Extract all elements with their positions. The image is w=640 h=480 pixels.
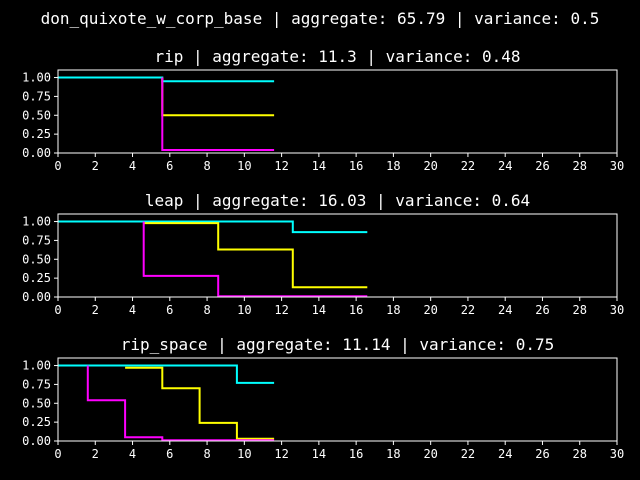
x-tick-label: 14 [312,303,326,317]
x-tick-label: 2 [92,303,99,317]
x-tick-label: 8 [203,447,210,461]
x-tick-label: 14 [312,159,326,173]
chart-panels: rip | aggregate: 11.3 | variance: 0.48 0 2… [22,47,624,461]
x-tick-label: 30 [610,159,624,173]
x-tick-label: 16 [349,447,363,461]
x-tick-label: 22 [461,447,475,461]
x-tick-label: 28 [573,303,587,317]
x-tick-label: 20 [423,159,437,173]
panel-title: leap | aggregate: 16.03 | variance: 0.64 [145,191,530,210]
plot-frame [57,357,618,442]
y-tick-label: 0.25 [22,415,51,429]
panel-3: rip_space | aggregate: 11.14 | variance:… [22,335,624,461]
y-tick-label: 0.50 [22,108,51,122]
x-tick-label: 4 [129,447,136,461]
x-tick-label: 4 [129,159,136,173]
x-tick-label: 18 [386,303,400,317]
x-tick-label: 30 [610,303,624,317]
x-tick-label: 12 [274,447,288,461]
y-tick-label: 1.00 [22,359,51,373]
y-tick-label: 0.75 [22,89,51,103]
x-tick-label: 26 [535,159,549,173]
x-tick-label: 6 [166,447,173,461]
x-tick-label: 20 [423,303,437,317]
x-tick-label: 20 [423,447,437,461]
x-tick-label: 26 [535,447,549,461]
y-tick-label: 0.00 [22,290,51,304]
x-tick-label: 26 [535,303,549,317]
x-tick-label: 0 [54,303,61,317]
x-tick-label: 30 [610,447,624,461]
x-tick-label: 10 [237,447,251,461]
panel-title: rip | aggregate: 11.3 | variance: 0.48 [154,47,520,66]
x-tick-label: 14 [312,447,326,461]
x-tick-label: 10 [237,303,251,317]
y-tick-label: 0.25 [22,127,51,141]
figure-title: don_quixote_w_corp_base | aggregate: 65.… [41,9,600,28]
y-tick-label: 0.50 [22,252,51,266]
x-tick-label: 0 [54,447,61,461]
plot-frame [57,69,618,154]
x-tick-label: 12 [274,159,288,173]
series-line-1 [58,220,368,234]
series-line-3 [142,221,368,298]
panel-title: rip_space | aggregate: 11.14 | variance:… [121,335,554,354]
series-line-3 [86,365,275,442]
x-tick-label: 0 [54,159,61,173]
x-tick-label: 24 [498,303,512,317]
plot-frame [57,213,618,298]
x-tick-label: 2 [92,159,99,173]
series-line-2 [143,222,368,289]
x-tick-label: 28 [573,447,587,461]
x-tick-label: 8 [203,303,210,317]
y-tick-label: 1.00 [22,71,51,85]
y-tick-label: 0.00 [22,146,51,160]
x-tick-label: 18 [386,447,400,461]
x-tick-label: 24 [498,447,512,461]
series-line-2 [125,366,275,440]
panel-2: leap | aggregate: 16.03 | variance: 0.64… [22,191,624,317]
y-tick-label: 0.25 [22,271,51,285]
x-tick-label: 8 [203,159,210,173]
y-tick-label: 0.75 [22,377,51,391]
y-tick-label: 0.75 [22,233,51,247]
x-tick-label: 24 [498,159,512,173]
x-tick-label: 10 [237,159,251,173]
x-tick-label: 18 [386,159,400,173]
x-tick-label: 22 [461,303,475,317]
y-tick-label: 0.50 [22,396,51,410]
x-tick-label: 28 [573,159,587,173]
x-tick-label: 2 [92,447,99,461]
x-tick-label: 6 [166,303,173,317]
series-line-1 [58,364,275,384]
series-line-3 [161,77,275,151]
x-tick-label: 16 [349,303,363,317]
x-tick-label: 6 [166,159,173,173]
panel-1: rip | aggregate: 11.3 | variance: 0.48 0 2… [22,47,624,173]
x-tick-label: 22 [461,159,475,173]
y-tick-label: 1.00 [22,215,51,229]
x-tick-label: 16 [349,159,363,173]
y-tick-label: 0.00 [22,434,51,448]
x-tick-label: 12 [274,303,288,317]
x-tick-label: 4 [129,303,136,317]
